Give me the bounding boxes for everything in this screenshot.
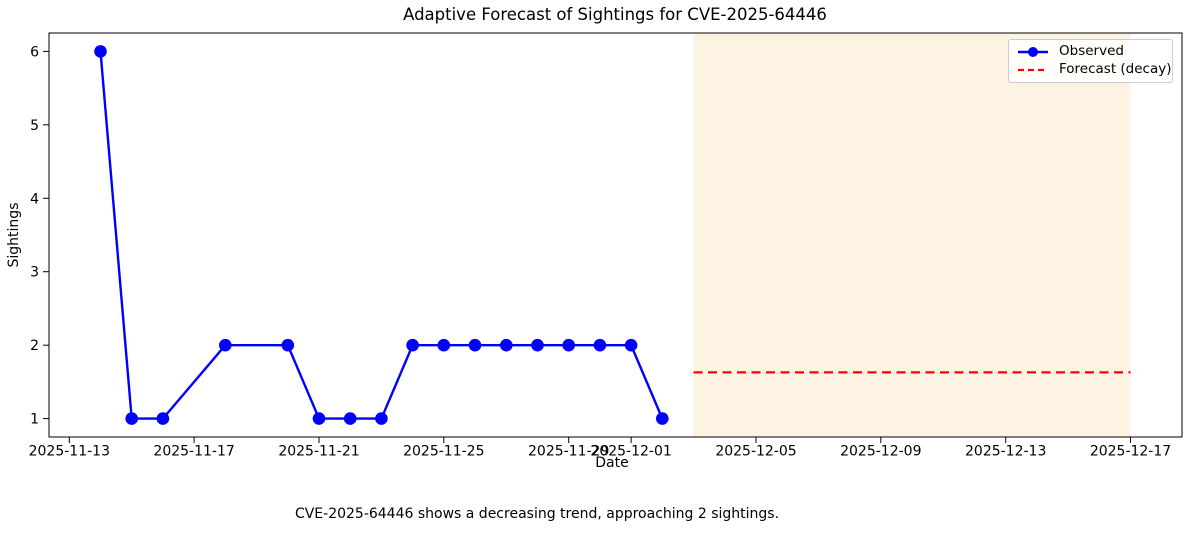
figure-caption: CVE-2025-64446 shows a decreasing trend,… (294, 506, 780, 522)
x-tick-label: 2025-11-17 (153, 444, 234, 460)
data-point-marker (593, 338, 607, 352)
forecast-line-swatch-icon (1018, 68, 1048, 72)
x-tick-label: 2025-12-01 (590, 444, 671, 460)
y-tick-label: 3 (30, 265, 39, 281)
x-tick-label: 2025-12-09 (840, 444, 921, 460)
data-point-marker (281, 338, 295, 352)
data-point-marker (500, 338, 513, 352)
legend-item-forecast: Forecast (decay) (1016, 63, 1172, 77)
observed-line-swatch-icon (1018, 47, 1048, 57)
data-point-marker (468, 338, 482, 352)
x-axis-label: Date (595, 455, 629, 471)
y-tick-label: 5 (30, 118, 39, 134)
series-line-0 (99, 51, 664, 420)
data-point-marker (343, 412, 357, 425)
y-axis-label: Sightings (6, 202, 22, 268)
data-point-marker (531, 338, 544, 352)
data-point-marker (94, 45, 107, 58)
x-tick-label: 2025-11-29 (528, 444, 609, 460)
plot-border (48, 32, 1183, 438)
data-point-marker (219, 338, 232, 352)
x-tick-label: 2025-11-13 (29, 444, 110, 460)
data-point-marker (156, 412, 170, 425)
data-point-marker (624, 338, 638, 352)
x-tick-label: 2025-12-17 (1090, 444, 1171, 460)
chart-title: Adaptive Forecast of Sightings for CVE-2… (403, 5, 827, 24)
data-point-marker (125, 412, 138, 425)
data-point-marker (406, 338, 419, 352)
x-tick-label: 2025-11-25 (403, 444, 484, 460)
y-tick-label: 2 (30, 338, 39, 354)
data-point-marker (562, 338, 575, 352)
data-point-marker (437, 338, 451, 352)
legend-item-observed: Observed (1016, 45, 1165, 59)
legend-label-forecast: Forecast (decay) (1059, 61, 1172, 78)
x-tick-label: 2025-12-05 (715, 444, 796, 460)
data-point-marker (312, 412, 326, 425)
legend: Observed Forecast (decay) (1008, 39, 1173, 83)
y-tick-label: 6 (30, 44, 39, 60)
legend-label-observed: Observed (1059, 43, 1124, 60)
forecast-region (693, 33, 1131, 437)
x-tick-label: 2025-12-13 (965, 444, 1046, 460)
data-point-marker (375, 412, 388, 425)
x-tick-label: 2025-11-21 (278, 444, 359, 460)
y-tick-label: 1 (30, 412, 39, 428)
y-tick-label: 4 (30, 191, 39, 207)
data-point-marker (656, 412, 669, 425)
